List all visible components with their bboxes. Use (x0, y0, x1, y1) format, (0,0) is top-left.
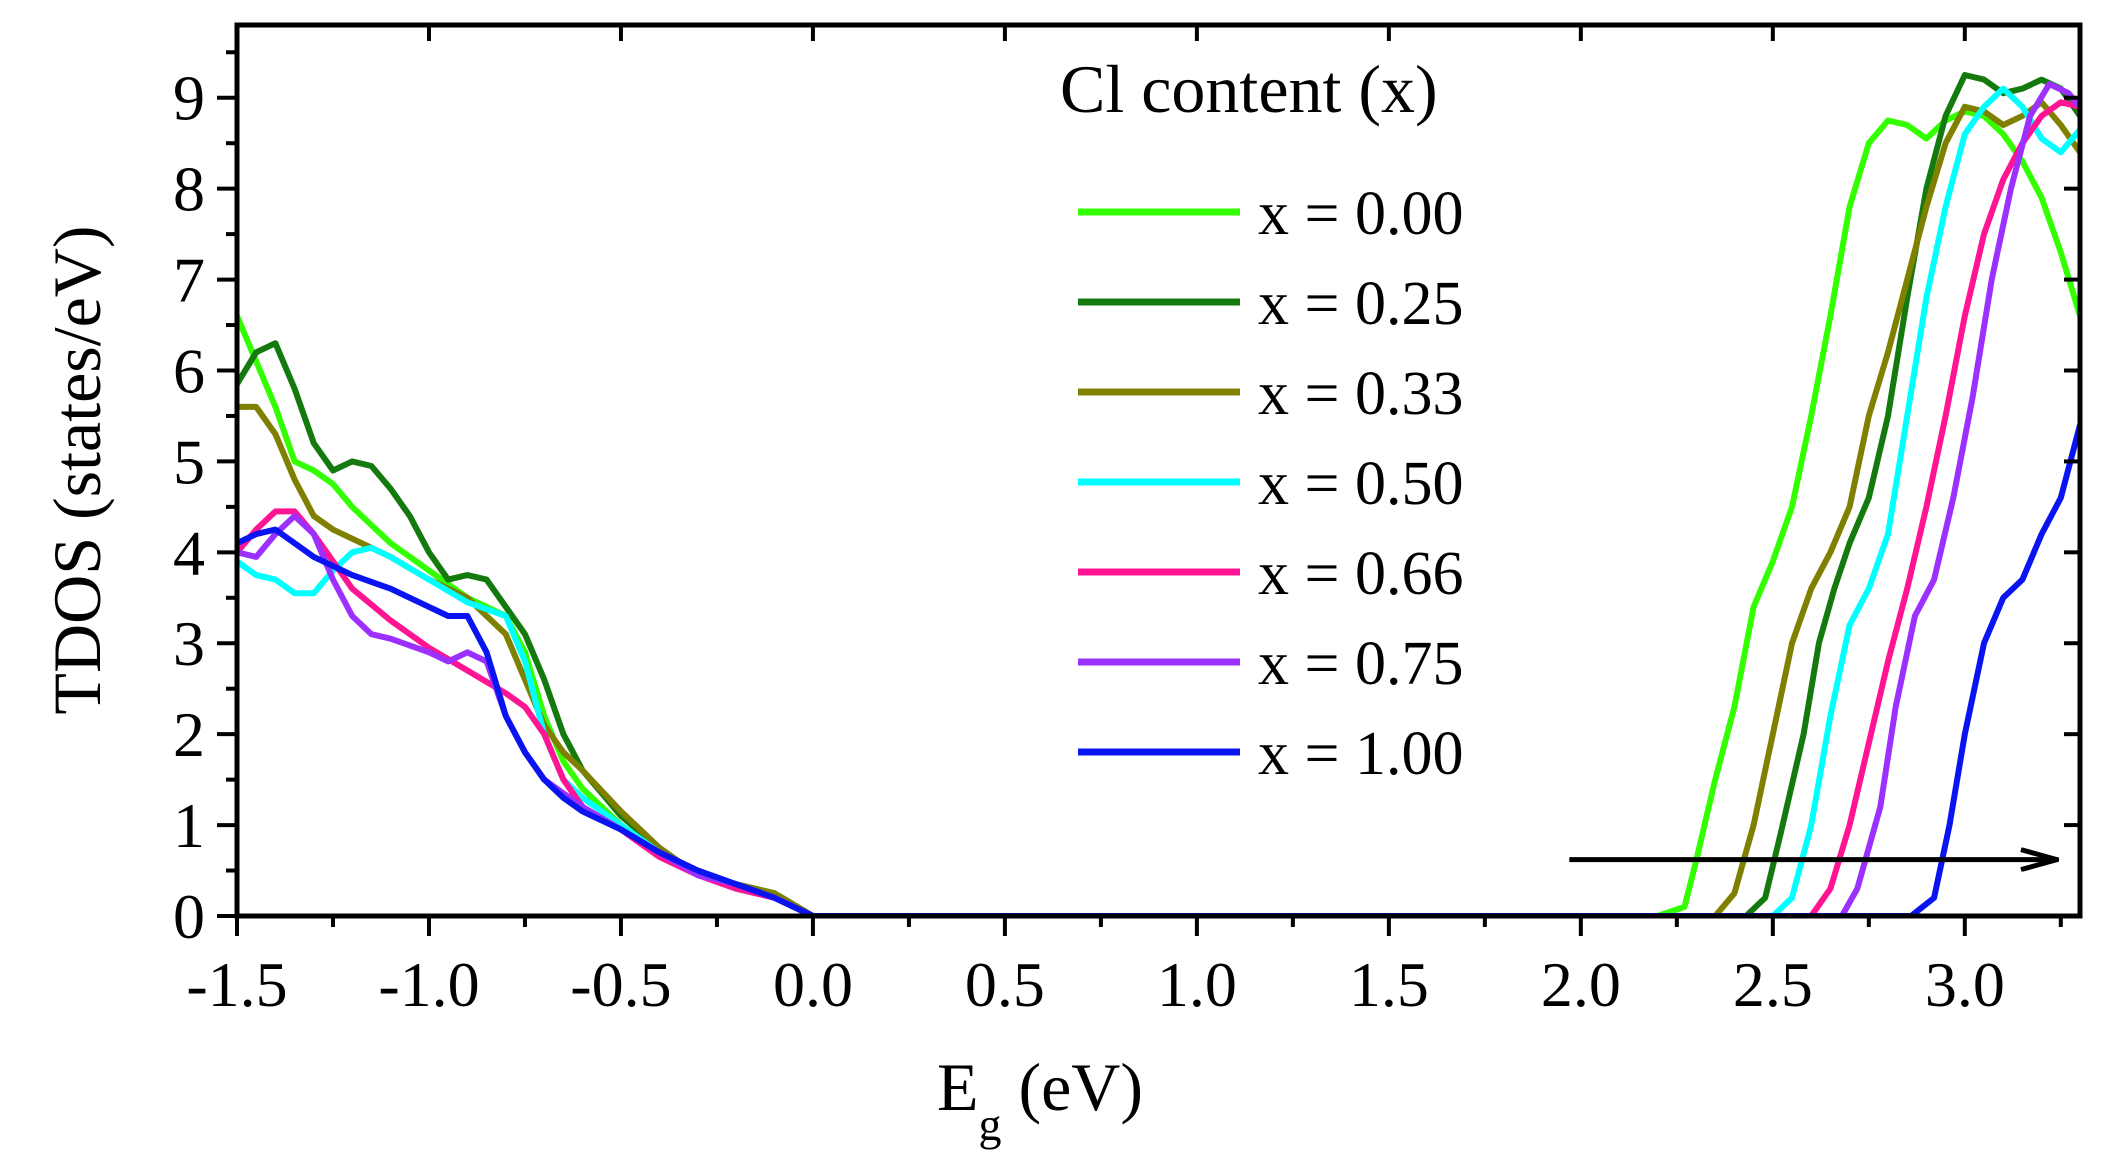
y-tick-label: 8 (173, 154, 205, 225)
y-tick-label: 5 (173, 426, 205, 497)
y-axis-title: TDOS (states/eV) (39, 225, 115, 714)
x-tick-label: 1.5 (1349, 949, 1429, 1020)
series-line-6 (237, 422, 2080, 916)
legend-title: Cl content (x) (1060, 51, 1438, 127)
x-tick-label: 2.0 (1541, 949, 1621, 1020)
legend-label-3: x = 0.50 (1258, 450, 1463, 518)
series-line-4 (237, 99, 2080, 916)
legend: x = 0.00 x = 0.25 x = 0.33 x = 0.50 x = 0.66… (1078, 180, 1463, 788)
x-tick-label: 2.5 (1733, 949, 1813, 1020)
x-axis-title: Eg (eV) (937, 1049, 1143, 1150)
plot-frame (234, 22, 2083, 919)
y-tick-label: 6 (173, 335, 205, 406)
y-tick-label: 4 (173, 517, 205, 588)
x-tick-label: 3.0 (1925, 949, 2005, 1020)
x-tick-label: 1.0 (1157, 949, 1237, 1020)
legend-label-2: x = 0.33 (1258, 360, 1463, 428)
x-axis-ticks: -1.5 -1.0 -0.5 0.0 0.5 1.0 1.5 2.0 2.5 3.0 (186, 25, 2063, 1020)
legend-label-1: x = 0.25 (1258, 270, 1463, 338)
series-line-2 (237, 99, 2080, 916)
legend-label-6: x = 1.00 (1258, 720, 1463, 788)
y-axis-ticks: 0 1 2 3 4 5 6 7 8 9 (173, 50, 2080, 952)
x-tick-label: -1.5 (186, 949, 287, 1020)
x-tick-label: -1.0 (378, 949, 479, 1020)
series-lines (237, 72, 2080, 916)
legend-label-5: x = 0.75 (1258, 630, 1463, 698)
x-tick-label: 0.0 (773, 949, 853, 1020)
x-axis-title-subscript: g (978, 1099, 1001, 1150)
x-axis-title-unit: (eV) (1001, 1049, 1143, 1125)
series-line-1 (237, 72, 2080, 916)
x-tick-label: 0.5 (965, 949, 1045, 1020)
y-tick-label: 0 (173, 881, 205, 952)
y-tick-label: 3 (173, 608, 205, 679)
series-line-0 (237, 108, 2080, 916)
y-tick-label: 2 (173, 699, 205, 770)
y-tick-label: 7 (173, 245, 205, 316)
legend-label-4: x = 0.66 (1258, 540, 1463, 608)
y-tick-label: 9 (173, 63, 205, 134)
y-tick-label: 1 (173, 790, 205, 861)
x-tick-label: -0.5 (570, 949, 671, 1020)
legend-label-0: x = 0.00 (1258, 180, 1463, 248)
